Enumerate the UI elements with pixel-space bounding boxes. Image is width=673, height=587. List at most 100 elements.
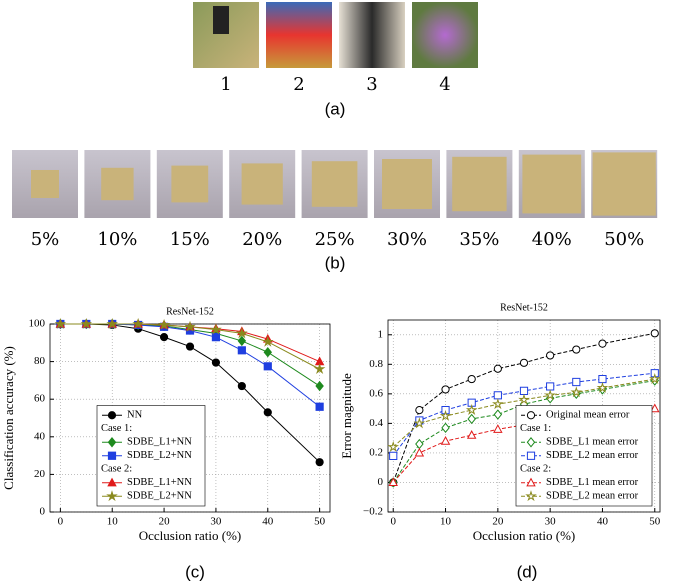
panel-b-images: 5%10%15%20%25%30%35%40%50%	[12, 150, 657, 250]
marker	[186, 343, 193, 350]
marker	[651, 330, 658, 337]
legend-marker	[108, 412, 115, 419]
x-tick-label: 30	[210, 516, 222, 528]
y-tick-label: 100	[29, 318, 46, 330]
marker	[264, 363, 271, 370]
legend-label: SDBE_L2+NN	[127, 450, 192, 461]
legend-heading: Case 2:	[101, 464, 132, 475]
occlusion-label: 50%	[604, 229, 644, 250]
marker	[415, 449, 423, 456]
marker	[468, 375, 475, 382]
marker	[442, 386, 449, 393]
legend-marker	[527, 412, 534, 419]
occluder	[171, 166, 208, 203]
legend-heading: Case 2:	[520, 464, 551, 475]
marker	[238, 382, 245, 389]
y-tick-label: 0.2	[369, 446, 383, 458]
marker	[599, 375, 606, 382]
occlusion-label: 15%	[170, 229, 210, 250]
x-tick-label: 10	[107, 516, 119, 528]
marker	[520, 387, 527, 394]
x-tick-label: 10	[440, 516, 452, 528]
x-tick-label: 0	[58, 516, 64, 528]
caption: (b)	[325, 253, 346, 272]
caption: (a)	[325, 99, 346, 118]
marker	[468, 415, 475, 424]
image-label: 2	[293, 74, 304, 95]
caption: (d)	[517, 562, 538, 581]
figure: 1 2 3 4 (a) 5%10%15%20%25%30%35%40%50% (…	[0, 0, 673, 587]
legend-label: SDBE_L1 mean error	[546, 477, 639, 488]
occlusion-label: 40%	[532, 229, 572, 250]
x-axis-label: Occlusion ratio (%)	[473, 528, 576, 543]
marker	[212, 359, 219, 366]
marker	[494, 392, 501, 399]
legend-label: SDBE_L1+NN	[127, 437, 192, 448]
x-tick-label: 50	[314, 516, 326, 528]
marker	[494, 365, 501, 372]
legend-label: SDBE_L1 mean error	[546, 437, 639, 448]
marker	[264, 348, 271, 357]
marker	[416, 406, 423, 413]
y-tick-label: 60	[34, 393, 46, 405]
occluder	[242, 163, 283, 204]
occluder	[382, 159, 432, 209]
legend-marker	[527, 452, 534, 459]
x-tick-label: 20	[492, 516, 504, 528]
y-axis-label: Error magnitude	[339, 373, 354, 459]
y-tick-label: 0	[378, 476, 384, 488]
x-tick-label: 40	[597, 516, 609, 528]
x-tick-label: 50	[649, 516, 661, 528]
y-tick-label: 20	[34, 468, 46, 480]
y-axis-label: Classification accuracy (%)	[1, 346, 16, 490]
legend-heading: Case 1:	[101, 423, 132, 434]
x-tick-label: 0	[390, 516, 396, 528]
legend-marker	[108, 452, 115, 459]
image-label: 1	[220, 74, 231, 95]
x-tick-label: 30	[545, 516, 557, 528]
marker	[494, 400, 502, 408]
y-tick-label: 0.4	[369, 417, 383, 429]
marker	[494, 410, 501, 419]
marker	[494, 425, 502, 432]
marker	[390, 452, 397, 459]
occluder	[312, 161, 358, 207]
marker	[316, 459, 323, 466]
y-tick-label: 80	[34, 355, 46, 367]
occlusion-label: 5%	[31, 229, 60, 250]
y-tick-label: −0.2	[363, 506, 383, 518]
marker	[468, 406, 476, 414]
legend-label: SDBE_L2 mean error	[546, 450, 639, 461]
figure-canvas: 1 2 3 4 (a) 5%10%15%20%25%30%35%40%50% (…	[0, 0, 673, 587]
legend-label: SDBE_L2 mean error	[546, 491, 639, 502]
chart-title: ResNet-152	[500, 302, 548, 313]
occlusion-label: 25%	[315, 229, 355, 250]
marker	[238, 347, 245, 354]
chart-title: ResNet-152	[166, 306, 214, 317]
x-tick-label: 20	[159, 516, 171, 528]
marker	[547, 383, 554, 390]
chart: 02040608010001020304050ResNet-152Occlusi…	[1, 306, 330, 543]
occlusion-label: 35%	[459, 229, 499, 250]
x-tick-label: 40	[262, 516, 274, 528]
marker	[599, 340, 606, 347]
marker	[238, 337, 245, 346]
marker	[442, 437, 450, 444]
y-tick-label: 0	[40, 506, 46, 518]
y-tick-label: 1	[378, 328, 384, 340]
series-line	[60, 324, 319, 407]
image	[339, 2, 405, 68]
marker	[520, 359, 527, 366]
image	[266, 2, 332, 68]
occlusion-label: 20%	[242, 229, 282, 250]
occluder	[31, 170, 59, 198]
image-label: 3	[366, 74, 377, 95]
image-label: 4	[439, 74, 450, 95]
panel-a-images	[193, 2, 478, 68]
marker	[264, 409, 271, 416]
marker	[547, 352, 554, 359]
y-tick-label: 0.8	[369, 358, 383, 370]
caption: (c)	[185, 562, 205, 581]
marker	[442, 423, 449, 432]
x-axis-label: Occlusion ratio (%)	[139, 528, 242, 543]
